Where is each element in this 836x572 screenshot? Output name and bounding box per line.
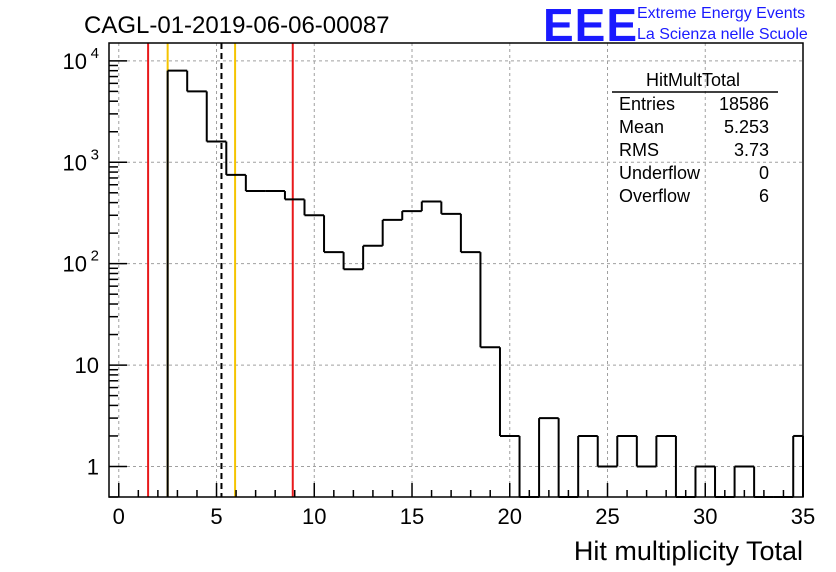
x-tick-label-3: 15 [400, 504, 424, 529]
stats-value-1: 5.253 [724, 117, 769, 137]
stats-label-1: Mean [619, 117, 664, 137]
y-tick-label-2: 10 [63, 252, 87, 277]
x-tick-label-6: 30 [693, 504, 717, 529]
stats-label-0: Entries [619, 94, 675, 114]
stats-label-2: RMS [619, 140, 659, 160]
y-tick-label-4: 10 [63, 49, 87, 74]
y-tick-exponent-2: 2 [91, 248, 99, 265]
y-tick-exponent-3: 3 [91, 146, 99, 163]
stats-value-4: 6 [759, 186, 769, 206]
x-tick-label-7: 35 [791, 504, 815, 529]
logo-line-2: La Scienza nelle Scuole [637, 26, 808, 43]
stats-value-0: 18586 [719, 94, 769, 114]
x-tick-label-4: 20 [498, 504, 522, 529]
x-tick-label-2: 10 [302, 504, 326, 529]
y-tick-label-1: 10 [75, 353, 99, 378]
y-tick-label-0: 1 [87, 454, 99, 479]
logo-line-1: Extreme Energy Events [637, 5, 805, 22]
stats-box-title: HitMultTotal [646, 70, 740, 90]
histogram-series [166, 69, 804, 498]
stats-value-2: 3.73 [734, 140, 769, 160]
marker-lines [147, 43, 294, 497]
stats-label-3: Underflow [619, 163, 701, 183]
grid-lines [109, 43, 804, 497]
plot-frame [108, 42, 804, 498]
x-axis: 0 5 10 15 20 25 30 35 [113, 483, 815, 529]
x-tick-label-1: 5 [210, 504, 222, 529]
logo-mark: EEE [543, 0, 638, 51]
y-tick-label-3: 10 [63, 150, 87, 175]
y-tick-exponent-4: 4 [91, 45, 99, 62]
chart-title: CAGL-01-2019-06-06-00087 [84, 12, 390, 39]
stats-label-4: Overflow [619, 186, 691, 206]
stats-value-3: 0 [759, 163, 769, 183]
x-tick-label-0: 0 [113, 504, 125, 529]
stats-box: HitMultTotal Entries 18586 Mean 5.253 RMS 3.7… [612, 70, 778, 206]
logo: EEE Extreme Energy Events La Scienza nel… [543, 0, 808, 51]
x-tick-label-5: 25 [595, 504, 619, 529]
x-axis-title: Hit multiplicity Total [574, 536, 803, 566]
